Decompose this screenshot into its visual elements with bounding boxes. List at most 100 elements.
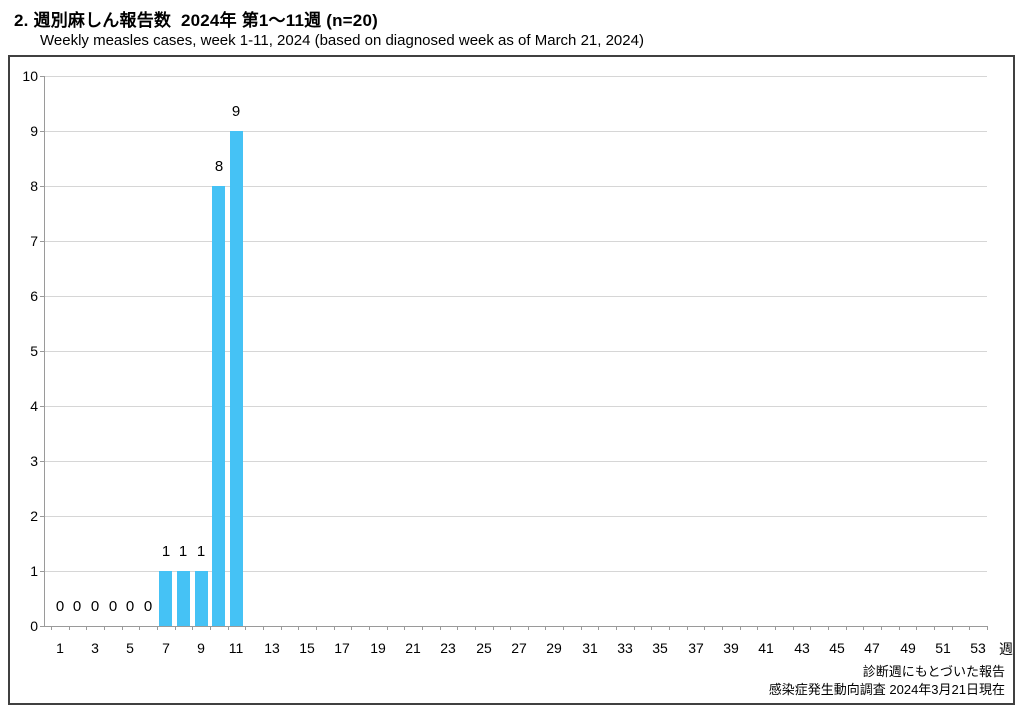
x-tick-label: 3 (91, 640, 99, 656)
x-axis-tick (669, 626, 670, 630)
x-tick-label: 45 (829, 640, 845, 656)
x-axis-tick (634, 626, 635, 630)
y-axis-tick (40, 516, 44, 517)
x-tick-label: 1 (56, 640, 64, 656)
x-axis-tick (598, 626, 599, 630)
x-tick-label: 15 (299, 640, 315, 656)
y-tick-label: 3 (30, 453, 38, 469)
gridline (44, 571, 987, 572)
x-tick-label: 51 (935, 640, 951, 656)
y-tick-label: 2 (30, 508, 38, 524)
gridline (44, 296, 987, 297)
y-tick-label: 1 (30, 563, 38, 579)
x-axis-tick (987, 626, 988, 630)
gridline (44, 131, 987, 132)
y-tick-label: 8 (30, 178, 38, 194)
x-axis-tick (369, 626, 370, 630)
x-axis-tick (793, 626, 794, 630)
x-tick-label: 7 (162, 640, 170, 656)
bar-data-label: 0 (125, 598, 135, 615)
x-axis-tick (263, 626, 264, 630)
footnote-line2: 感染症発生動向調査 2024年3月21日現在 (768, 682, 1005, 697)
gridline (44, 186, 987, 187)
y-tick-label: 9 (30, 123, 38, 139)
x-axis-tick (563, 626, 564, 630)
x-axis-tick (810, 626, 811, 630)
y-tick-label: 5 (30, 343, 38, 359)
x-axis-line (44, 626, 987, 627)
bar-data-label: 1 (161, 543, 171, 560)
x-tick-label: 29 (546, 640, 562, 656)
chart-footnote: 診断週にもとづいた報告 感染症発生動向調査 2024年3月21日現在 (769, 663, 1005, 699)
gridline (44, 351, 987, 352)
bar (230, 131, 243, 626)
chart-frame: 0 1 2 3 4 5 6 7 8 9 10 1 3 5 7 9 11 13 15 17 19 21 23 25 27 29 31 3… (8, 55, 1015, 705)
x-axis-tick (351, 626, 352, 630)
x-tick-label: 35 (652, 640, 668, 656)
x-tick-label: 43 (794, 640, 810, 656)
x-tick-label: 19 (370, 640, 386, 656)
x-tick-label: 33 (617, 640, 633, 656)
x-axis-tick (969, 626, 970, 630)
x-axis-tick (740, 626, 741, 630)
gridline (44, 241, 987, 242)
bar-data-label: 0 (90, 598, 100, 615)
x-axis-tick (457, 626, 458, 630)
x-axis-tick (387, 626, 388, 630)
x-axis-tick (616, 626, 617, 630)
x-axis-tick (281, 626, 282, 630)
x-tick-label: 13 (264, 640, 280, 656)
y-axis-tick (40, 571, 44, 572)
bar-data-label: 0 (108, 598, 118, 615)
bar-data-label: 1 (196, 543, 206, 560)
bar (177, 571, 190, 626)
x-tick-label: 9 (197, 640, 205, 656)
y-axis-tick (40, 131, 44, 132)
x-axis-tick (475, 626, 476, 630)
y-axis-tick (40, 186, 44, 187)
page-title: 2. 週別麻しん報告数 2024年 第1～11週 (n=20) (14, 11, 378, 30)
x-axis-tick (863, 626, 864, 630)
x-axis-tick (934, 626, 935, 630)
x-axis-tick (334, 626, 335, 630)
x-tick-label: 23 (440, 640, 456, 656)
x-axis-tick (69, 626, 70, 630)
bar-data-label: 0 (55, 598, 65, 615)
x-axis-tick (139, 626, 140, 630)
x-tick-label: 47 (864, 640, 880, 656)
x-axis-tick (651, 626, 652, 630)
x-axis-tick (493, 626, 494, 630)
x-axis-tick (510, 626, 511, 630)
y-axis-tick (40, 351, 44, 352)
x-axis-tick (775, 626, 776, 630)
y-axis-tick (40, 76, 44, 77)
x-axis-unit-label: 週 (999, 641, 1013, 657)
x-axis-tick (228, 626, 229, 630)
x-tick-label: 27 (511, 640, 527, 656)
gridline (44, 76, 987, 77)
plot-area: 0 1 2 3 4 5 6 7 8 9 10 1 3 5 7 9 11 13 15 17 19 21 23 25 27 29 31 3… (10, 57, 1013, 703)
x-axis-tick (210, 626, 211, 630)
x-axis-tick (86, 626, 87, 630)
x-tick-label: 5 (126, 640, 134, 656)
gridline (44, 516, 987, 517)
x-tick-label: 21 (405, 640, 421, 656)
x-axis-tick (316, 626, 317, 630)
x-axis-tick (298, 626, 299, 630)
y-tick-label: 6 (30, 288, 38, 304)
bar (212, 186, 225, 626)
gridline (44, 461, 987, 462)
x-axis-tick (175, 626, 176, 630)
y-tick-label: 10 (22, 68, 38, 84)
bar (159, 571, 172, 626)
x-axis-tick (757, 626, 758, 630)
y-tick-label: 4 (30, 398, 38, 414)
x-axis-tick (245, 626, 246, 630)
x-axis-tick (687, 626, 688, 630)
x-tick-label: 37 (688, 640, 704, 656)
x-axis-tick (899, 626, 900, 630)
footnote-line1: 診断週にもとづいた報告 (862, 664, 1005, 679)
x-axis-tick (122, 626, 123, 630)
y-tick-label: 0 (30, 618, 38, 634)
x-axis-tick (440, 626, 441, 630)
